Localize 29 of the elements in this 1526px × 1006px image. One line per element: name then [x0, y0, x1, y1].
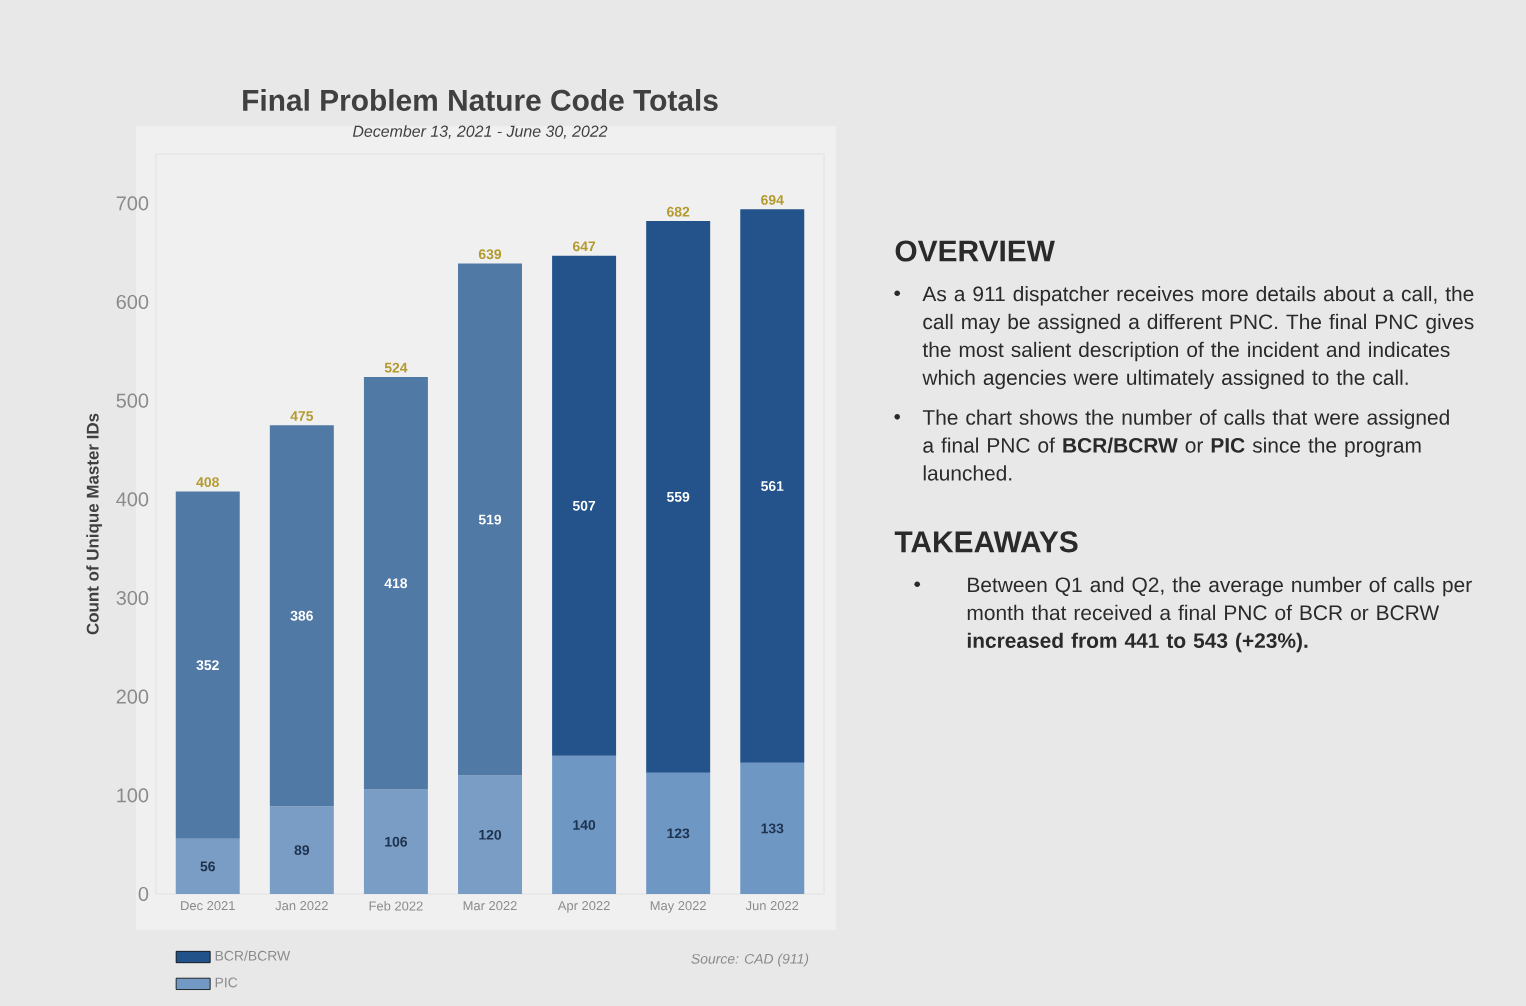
y-tick-label: 0: [138, 886, 149, 902]
bar: [740, 762, 805, 894]
bar: [740, 209, 805, 763]
text: The chart shows the number of calls that were assigned a final PNC of BCR/BCRW or PIC since the program launched.: [922, 409, 1449, 481]
text: OVERVIEW: [895, 240, 1055, 262]
y-tick-label: 300: [116, 590, 149, 606]
bar: [458, 263, 522, 776]
chart-title: Final Problem Nature Code Totals: [243, 89, 718, 111]
text: TAKEAWAYS: [894, 531, 1078, 553]
y-tick-label: 400: [116, 492, 149, 507]
text: As a 911 dispatcher receives more details about a call, the call may be assigned a different PNC. The final PNC gives the most salient description of the incident and indicates which agencies were ultimately assigned to the call.: [922, 285, 1474, 390]
bar: [646, 772, 711, 894]
text: Between Q1 and Q2, the average number of calls per month that received a final PNC of BCR or BCRW increased from 441 to 543 (+23%).: [967, 576, 1472, 653]
y-axis-title: Count of Unique Master IDs: [86, 413, 103, 635]
y-tick-label: 100: [117, 788, 149, 803]
y-tick-label: 600: [116, 294, 149, 310]
y-tick-label: 500: [116, 393, 149, 408]
bar: [458, 775, 522, 894]
bar: [175, 838, 240, 894]
bar: [552, 255, 617, 756]
y-tick-label: 200: [116, 689, 149, 704]
bar: [552, 755, 617, 894]
bar: [269, 806, 334, 894]
bar: [363, 376, 428, 790]
y-tick-label: 700: [116, 196, 149, 211]
bar: [175, 491, 240, 839]
bar: [269, 425, 334, 807]
bar: [363, 789, 428, 894]
bar: [646, 221, 711, 773]
